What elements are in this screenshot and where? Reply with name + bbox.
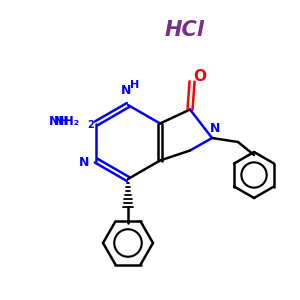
Text: N: N	[79, 156, 89, 169]
Text: NH: NH	[49, 115, 70, 128]
Text: N: N	[121, 85, 131, 98]
Text: NH₂: NH₂	[54, 115, 80, 128]
Text: 2: 2	[87, 121, 94, 130]
Text: H: H	[130, 80, 140, 90]
Text: O: O	[194, 69, 206, 84]
Text: HCl: HCl	[165, 20, 205, 40]
Text: N: N	[210, 122, 220, 134]
